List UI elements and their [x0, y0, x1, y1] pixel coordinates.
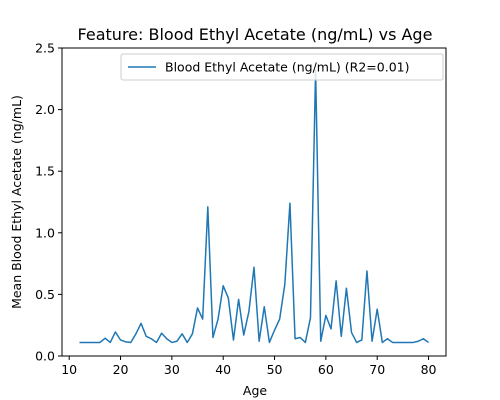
x-axis-label: Age — [243, 383, 267, 398]
y-axis-ticks: 0.0 0.5 1.0 1.5 2.0 2.5 — [35, 41, 62, 364]
x-axis-ticks: 10 20 30 40 50 60 70 80 — [61, 356, 437, 377]
x-tick-label: 80 — [421, 362, 437, 377]
x-tick-label: 10 — [61, 362, 77, 377]
series-line-0 — [79, 69, 429, 344]
y-tick-label: 1.5 — [35, 164, 55, 179]
y-tick-label: 1.0 — [35, 225, 55, 240]
legend-entry-label: Blood Ethyl Acetate (ng/mL) (R2=0.01) — [165, 60, 409, 75]
x-tick-label: 40 — [215, 362, 231, 377]
legend: Blood Ethyl Acetate (ng/mL) (R2=0.01) — [120, 53, 444, 81]
legend-box — [120, 53, 444, 81]
axes-frame — [61, 47, 447, 357]
y-axis-label: Mean Blood Ethyl Acetate (ng/mL) — [9, 95, 24, 309]
x-tick-label: 20 — [113, 362, 129, 377]
y-tick-label: 0.0 — [35, 349, 55, 364]
y-tick-label: 2.0 — [35, 102, 55, 117]
y-tick-label: 2.5 — [35, 41, 55, 56]
chart-title: Feature: Blood Ethyl Acetate (ng/mL) vs … — [78, 25, 433, 44]
y-tick-label: 0.5 — [35, 287, 55, 302]
plot-area — [61, 47, 447, 357]
x-tick-label: 30 — [164, 362, 180, 377]
x-tick-label: 70 — [369, 362, 385, 377]
x-tick-label: 60 — [318, 362, 334, 377]
x-tick-label: 50 — [267, 362, 283, 377]
